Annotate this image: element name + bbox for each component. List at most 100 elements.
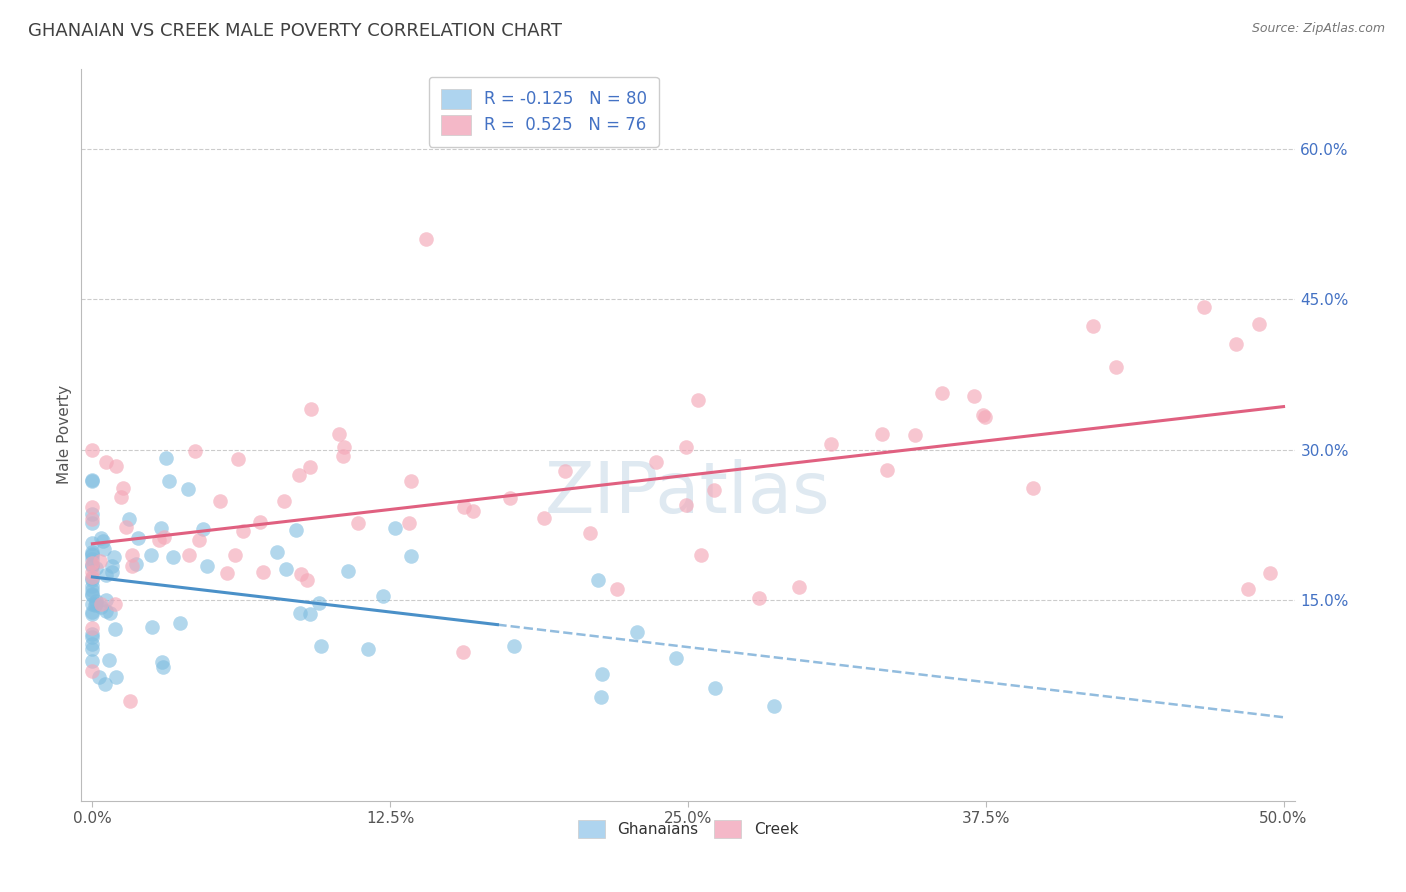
Point bbox=[98, 606, 121, 620]
Point bbox=[1105, 360, 1128, 375]
Point bbox=[463, 504, 485, 518]
Point bbox=[82, 588, 104, 602]
Point bbox=[295, 574, 318, 588]
Point bbox=[82, 607, 104, 622]
Point bbox=[675, 440, 697, 454]
Point bbox=[150, 655, 173, 669]
Point bbox=[82, 587, 104, 601]
Point bbox=[184, 444, 207, 458]
Point bbox=[931, 386, 953, 401]
Point bbox=[91, 534, 114, 549]
Point bbox=[118, 512, 141, 526]
Point bbox=[82, 559, 104, 574]
Point bbox=[82, 641, 104, 656]
Point bbox=[399, 549, 422, 563]
Point bbox=[371, 589, 394, 603]
Point bbox=[127, 531, 149, 545]
Point bbox=[93, 541, 115, 556]
Point bbox=[686, 392, 709, 407]
Point bbox=[139, 548, 162, 562]
Point bbox=[703, 483, 725, 497]
Point bbox=[1225, 337, 1247, 351]
Point bbox=[1247, 318, 1270, 332]
Point bbox=[195, 558, 218, 573]
Point bbox=[415, 232, 437, 246]
Point bbox=[399, 474, 422, 488]
Point bbox=[82, 548, 104, 562]
Point bbox=[579, 525, 602, 540]
Point bbox=[98, 652, 121, 666]
Point bbox=[357, 642, 380, 657]
Point bbox=[104, 597, 127, 611]
Point bbox=[605, 582, 627, 597]
Point bbox=[266, 544, 288, 558]
Point bbox=[105, 458, 128, 473]
Point bbox=[90, 597, 112, 611]
Point bbox=[273, 493, 295, 508]
Point bbox=[125, 557, 148, 571]
Point bbox=[972, 408, 994, 422]
Point bbox=[252, 565, 274, 579]
Point bbox=[104, 669, 127, 683]
Point bbox=[384, 521, 406, 535]
Point bbox=[703, 681, 725, 696]
Point bbox=[82, 637, 104, 651]
Point bbox=[84, 597, 107, 611]
Point bbox=[90, 531, 112, 545]
Point bbox=[675, 498, 697, 512]
Point bbox=[169, 615, 191, 630]
Point bbox=[298, 607, 321, 621]
Point bbox=[762, 699, 785, 714]
Point bbox=[157, 474, 180, 488]
Point bbox=[82, 579, 104, 593]
Point bbox=[112, 482, 135, 496]
Text: GHANAIAN VS CREEK MALE POVERTY CORRELATION CHART: GHANAIAN VS CREEK MALE POVERTY CORRELATI… bbox=[28, 22, 562, 40]
Point bbox=[82, 512, 104, 526]
Legend: Ghanaians, Creek: Ghanaians, Creek bbox=[572, 814, 804, 845]
Point bbox=[1081, 319, 1104, 334]
Point bbox=[153, 530, 176, 544]
Y-axis label: Male Poverty: Male Poverty bbox=[58, 385, 72, 484]
Point bbox=[191, 522, 214, 536]
Point bbox=[82, 507, 104, 521]
Point bbox=[82, 516, 104, 530]
Point bbox=[232, 524, 254, 538]
Point bbox=[288, 468, 311, 483]
Point bbox=[94, 568, 117, 582]
Point bbox=[84, 598, 107, 612]
Point bbox=[586, 574, 609, 588]
Point bbox=[332, 449, 354, 463]
Point bbox=[82, 597, 104, 611]
Point bbox=[299, 459, 322, 474]
Point bbox=[276, 562, 298, 576]
Point bbox=[110, 490, 132, 504]
Point bbox=[1192, 300, 1215, 314]
Point bbox=[665, 651, 688, 665]
Point bbox=[787, 581, 810, 595]
Point bbox=[82, 630, 104, 644]
Point bbox=[82, 558, 104, 572]
Point bbox=[149, 521, 172, 535]
Point bbox=[748, 591, 770, 605]
Point bbox=[82, 500, 104, 514]
Point bbox=[217, 566, 239, 580]
Point bbox=[591, 666, 613, 681]
Point bbox=[82, 551, 104, 566]
Point bbox=[82, 571, 104, 585]
Point bbox=[904, 427, 927, 442]
Point bbox=[162, 549, 184, 564]
Point bbox=[114, 520, 136, 534]
Point bbox=[82, 545, 104, 559]
Point bbox=[103, 550, 125, 565]
Point bbox=[121, 548, 143, 562]
Point bbox=[86, 594, 108, 608]
Point bbox=[589, 690, 612, 704]
Point bbox=[1236, 582, 1258, 596]
Point bbox=[101, 566, 124, 580]
Point bbox=[90, 600, 112, 615]
Point bbox=[100, 558, 122, 573]
Text: Source: ZipAtlas.com: Source: ZipAtlas.com bbox=[1251, 22, 1385, 36]
Point bbox=[179, 548, 201, 562]
Point bbox=[82, 565, 104, 579]
Point bbox=[155, 451, 177, 466]
